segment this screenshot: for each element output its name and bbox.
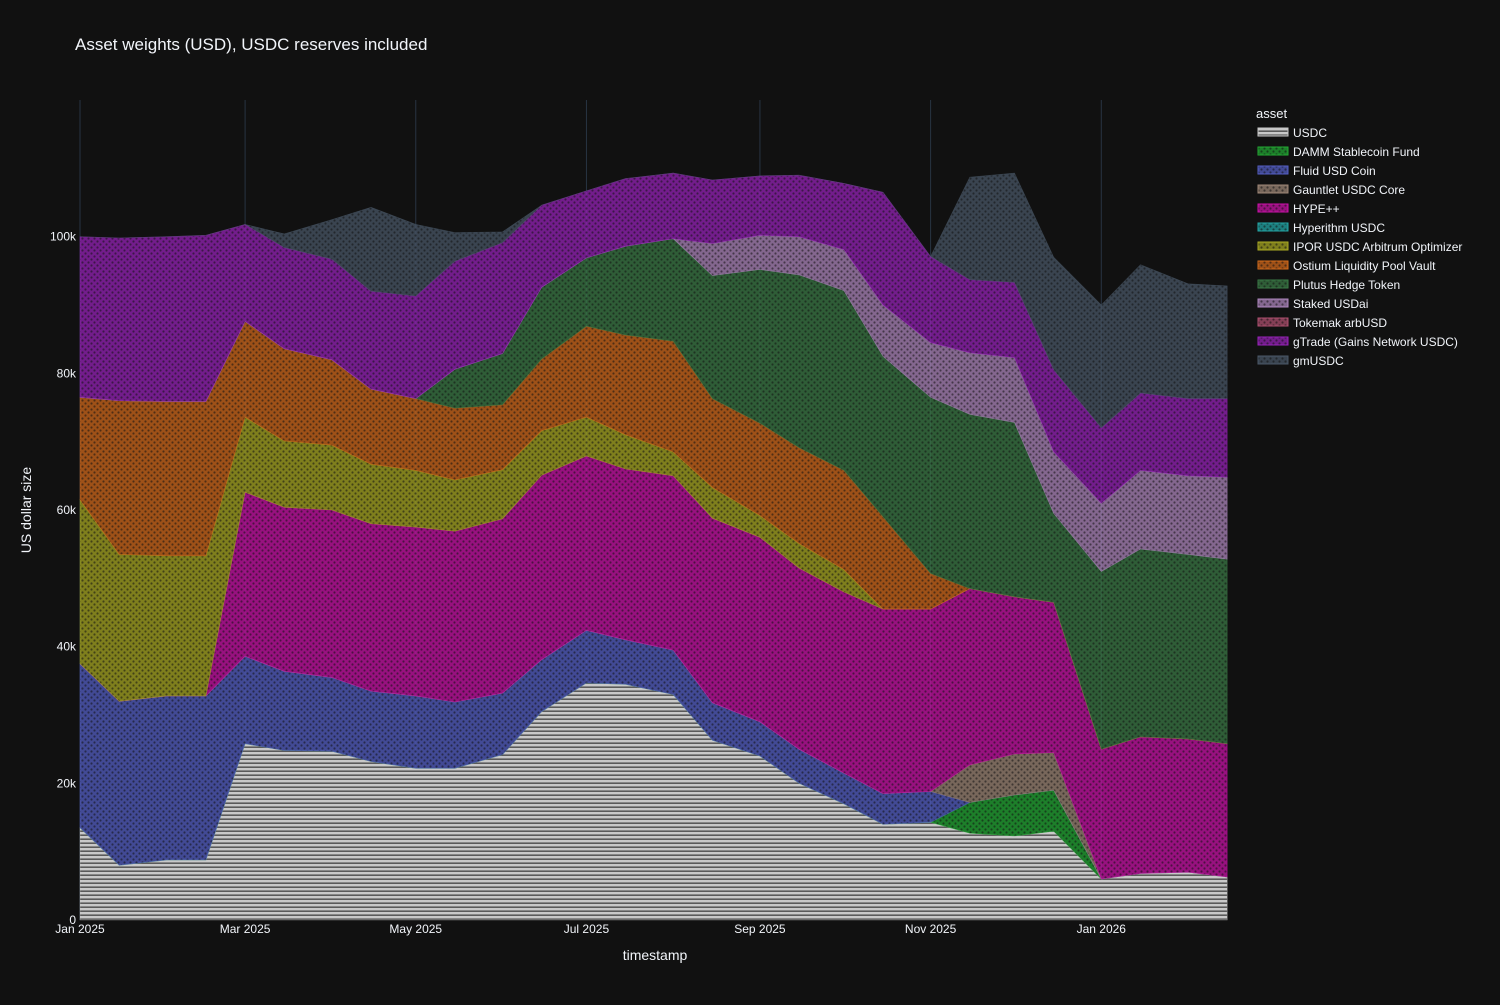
legend-item-gmusdc[interactable]: gmUSDC (1257, 354, 1344, 368)
y-tick-label: 100k (50, 230, 77, 244)
x-axis-ticks: Jan 2025 Mar 2025 May 2025 Jul 2025 Sep 2025… (55, 922, 1126, 936)
legend-item-fluid-usd-coin[interactable]: Fluid USD Coin (1257, 164, 1376, 178)
legend-label: gmUSDC (1293, 354, 1344, 368)
legend-label: Hyperithm USDC (1293, 221, 1385, 235)
y-tick-label: 20k (57, 776, 77, 790)
legend-swatch (1257, 146, 1289, 156)
y-tick-label: 80k (57, 366, 77, 380)
y-tick-label: 60k (57, 503, 77, 517)
y-axis-title: US dollar size (18, 467, 34, 554)
legend-item-plutus-hedge-token[interactable]: Plutus Hedge Token (1257, 278, 1400, 292)
x-axis-title: timestamp (623, 947, 688, 963)
legend-swatch (1257, 260, 1289, 270)
legend-label: Ostium Liquidity Pool Vault (1293, 259, 1436, 273)
legend-item-tokemak-arbusd[interactable]: Tokemak arbUSD (1257, 316, 1387, 330)
y-tick-label: 40k (57, 640, 77, 654)
legend-label: Plutus Hedge Token (1293, 278, 1400, 292)
legend-swatch (1257, 203, 1289, 213)
legend-swatch (1257, 298, 1289, 308)
legend-swatch (1257, 241, 1289, 251)
legend-label: Staked USDai (1293, 297, 1368, 311)
x-tick-label: Jan 2026 (1077, 922, 1127, 936)
x-tick-label: Mar 2025 (220, 922, 271, 936)
y-tick-label: 0 (69, 913, 76, 927)
legend-label: Tokemak arbUSD (1293, 316, 1387, 330)
legend-label: HYPE++ (1293, 202, 1340, 216)
legend: asset USDC DAMM Stablecoin Fund Fluid USD … (1256, 106, 1462, 368)
legend-label: Gauntlet USDC Core (1293, 183, 1405, 197)
legend-label: DAMM Stablecoin Fund (1293, 145, 1420, 159)
legend-label: IPOR USDC Arbitrum Optimizer (1293, 240, 1462, 254)
legend-swatch (1257, 222, 1289, 232)
legend-item-gtrade-gains-network-usdc[interactable]: gTrade (Gains Network USDC) (1257, 335, 1458, 349)
legend-item-gauntlet-usdc-core[interactable]: Gauntlet USDC Core (1257, 183, 1405, 197)
legend-swatch (1257, 317, 1289, 327)
legend-swatch (1257, 279, 1289, 289)
x-tick-label: Nov 2025 (905, 922, 957, 936)
area-gmusdc (79, 172, 1228, 429)
legend-item-hyperithm-usdc[interactable]: Hyperithm USDC (1257, 221, 1385, 235)
legend-swatch (1257, 184, 1289, 194)
legend-swatch (1257, 336, 1289, 346)
x-tick-label: May 2025 (389, 922, 442, 936)
y-axis-ticks: 0 20k 40k 60k 80k 100k (50, 230, 77, 927)
legend-label: USDC (1293, 126, 1327, 140)
legend-item-usdc[interactable]: USDC (1257, 126, 1327, 140)
legend-label: gTrade (Gains Network USDC) (1293, 335, 1458, 349)
x-tick-label: Jul 2025 (564, 922, 610, 936)
legend-item-ostium-liquidity-pool-vault[interactable]: Ostium Liquidity Pool Vault (1257, 259, 1436, 273)
legend-item-damm-stablecoin-fund[interactable]: DAMM Stablecoin Fund (1257, 145, 1420, 159)
legend-label: Fluid USD Coin (1293, 164, 1376, 178)
legend-title: asset (1256, 106, 1287, 121)
legend-item-ipor-usdc-arbitrum-optimizer[interactable]: IPOR USDC Arbitrum Optimizer (1257, 240, 1462, 254)
legend-item-staked-usdai[interactable]: Staked USDai (1257, 297, 1368, 311)
x-tick-label: Jan 2025 (55, 922, 105, 936)
legend-swatch (1257, 165, 1289, 175)
legend-swatch (1257, 355, 1289, 365)
x-tick-label: Sep 2025 (734, 922, 786, 936)
legend-item-hype[interactable]: HYPE++ (1257, 202, 1340, 216)
chart-title: Asset weights (USD), USDC reserves inclu… (75, 35, 427, 54)
legend-swatch (1257, 127, 1289, 137)
area-series (79, 172, 1228, 921)
